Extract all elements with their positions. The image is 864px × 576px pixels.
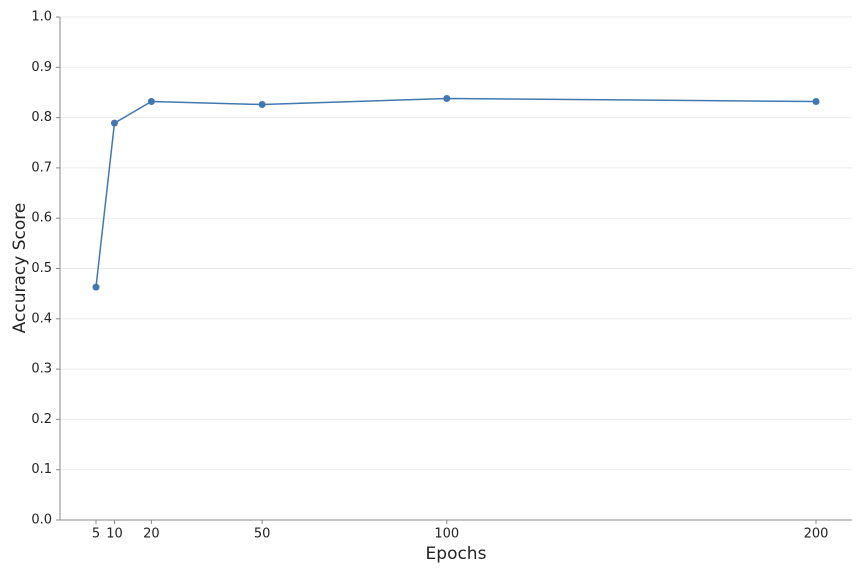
data-point (110, 119, 118, 127)
x-tick-label: 10 (106, 527, 123, 542)
y-axis-label: Accuracy Score (10, 203, 30, 334)
x-tick-label: 100 (434, 527, 459, 542)
data-point (92, 283, 100, 291)
y-tick-label: 0.6 (31, 211, 52, 226)
y-tick-label: 0.5 (31, 261, 52, 276)
data-point (147, 98, 155, 106)
x-tick-label: 20 (143, 527, 160, 542)
y-tick-label: 1.0 (31, 10, 52, 25)
data-point (443, 94, 451, 102)
y-tick-label: 0.7 (31, 160, 52, 175)
y-tick-label: 0.2 (31, 412, 52, 427)
y-tick-label: 0.1 (31, 462, 52, 477)
data-point (812, 98, 820, 106)
y-tick-label: 0.8 (31, 110, 52, 125)
x-tick-label: 200 (804, 527, 829, 542)
y-tick-label: 0.3 (31, 362, 52, 377)
y-tick-label: 0.9 (31, 60, 52, 75)
series-line (95, 97, 817, 288)
y-tick-label: 0.0 (31, 513, 52, 528)
x-tick-label: 5 (92, 527, 100, 542)
x-tick-label: 50 (254, 527, 271, 542)
data-point (258, 101, 266, 109)
x-axis-label: Epochs (426, 544, 487, 564)
y-tick-label: 0.4 (31, 311, 52, 326)
